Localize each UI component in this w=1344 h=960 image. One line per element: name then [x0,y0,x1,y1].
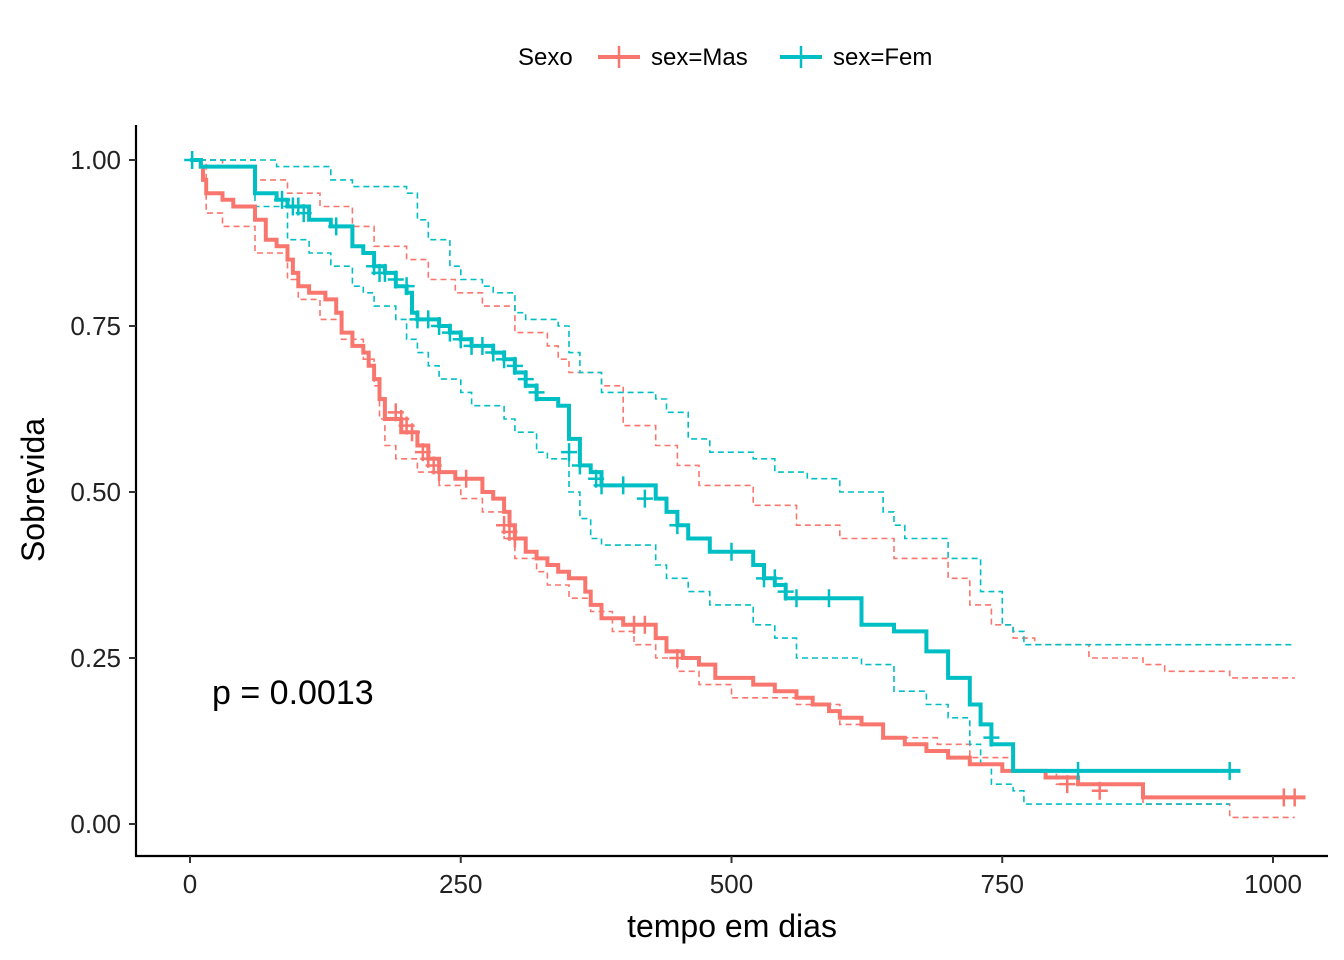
censor-mark-fem [723,542,740,561]
ci-upper-mas [190,159,1295,679]
x-axis-title: tempo em dias [627,908,837,944]
y-tick-label: 0.75 [70,311,121,341]
censor-mark-fem [496,350,513,369]
censor-mark-fem [431,317,448,335]
censor-mark-mas [1059,775,1076,794]
censor-mark-fem [184,151,201,169]
censor-mark-fem [387,270,404,289]
censor-mark-fem [788,589,805,608]
p-value-annotation: p = 0.0013 [212,674,374,712]
legend-title: Sexo [518,44,573,71]
legend-label-fem: sex=Fem [833,44,932,71]
x-tick-label: 1000 [1244,869,1302,899]
censor-mark-mas [1286,788,1303,807]
x-axis-ticks: 0 250 500 750 1000 [183,856,1302,899]
censor-mark-fem [669,516,686,535]
censor-mark-fem [1070,761,1087,780]
ci-lower-mas [190,159,1295,819]
censor-mark-mas [636,615,653,634]
censor-mark-fem [561,443,578,462]
y-tick-label: 0.50 [70,477,121,507]
censor-mark-fem [328,217,345,236]
y-tick-label: 1.00 [70,145,121,175]
legend: Sexo sex=Mas sex=Fem [518,44,932,71]
censor-mark-mas [1091,781,1108,800]
censor-marks [184,151,1303,807]
legend-key-fem [780,46,822,68]
censor-mark-fem [398,277,415,296]
censor-mark-fem [420,310,437,329]
censor-mark-fem [485,343,502,362]
censor-mark-fem [376,263,393,282]
x-tick-label: 250 [439,869,482,899]
censor-mark-fem [777,582,794,601]
censor-mark-fem [295,204,312,223]
censor-mark-fem [528,383,545,402]
censor-mark-fem [571,456,588,475]
censor-mark-mas [404,423,421,442]
censor-mark-fem [517,370,534,389]
y-axis-title: Sobrevida [15,418,51,562]
censor-mark-mas [669,649,686,667]
legend-label-mas: sex=Mas [651,44,748,71]
censor-mark-fem [615,476,632,495]
censor-mark-fem [441,323,458,342]
y-tick-label: 0.25 [70,643,121,673]
censor-mark-fem [636,489,653,508]
y-axis-ticks: 0.00 0.25 0.50 0.75 1.00 [70,145,136,839]
x-tick-label: 500 [710,869,753,899]
ci-lower-fem [190,159,1230,805]
censor-mark-fem [274,190,291,209]
legend-key-mas [598,46,640,68]
censor-mark-fem [593,476,610,495]
censor-mark-fem [983,728,1000,747]
censor-mark-fem [452,330,469,349]
x-tick-label: 750 [981,869,1024,899]
censor-mark-fem [1221,761,1238,780]
censor-mark-mas [431,463,448,482]
censor-mark-fem [506,356,523,375]
censor-mark-fem [820,589,837,608]
x-tick-label: 0 [183,869,197,899]
ci-upper-fem [190,159,1295,646]
censor-mark-mas [506,529,523,548]
censor-mark-fem [766,569,783,588]
y-tick-label: 0.00 [70,809,121,839]
censor-mark-mas [458,469,475,488]
censor-mark-fem [474,336,491,355]
confidence-bands [190,159,1295,819]
